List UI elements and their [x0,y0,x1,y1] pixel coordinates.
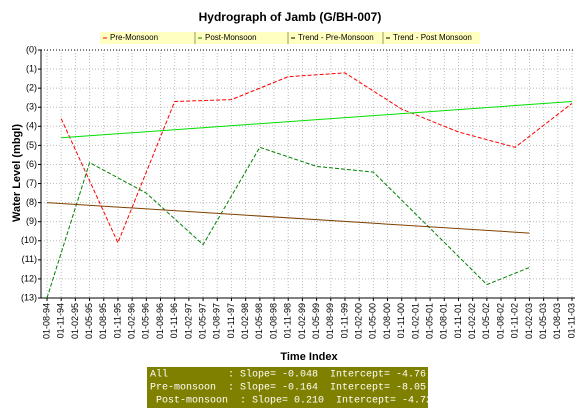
x-tick-label: 01-02-98 [240,303,250,339]
y-axis-title: Water Level (mbgl) [11,124,23,222]
x-tick-label: 01-11-99 [339,303,349,338]
series-line [46,202,530,234]
y-tick-label: (13) [21,292,37,302]
y-tick-label: (7) [26,178,37,188]
x-tick-label: 01-05-03 [538,303,548,339]
y-tick-label: (11) [22,254,37,264]
legend-label: Pre-Monsoon [110,33,158,42]
x-tick-label: 01-05-99 [311,303,321,339]
x-tick-label: 01-08-96 [155,303,165,339]
x-tick-label: 01-02-96 [127,303,137,339]
x-tick-label: 01-05-96 [141,303,151,339]
stats-line: Pre-monsoon : Slope= -0.164 Intercept= -… [150,382,426,394]
legend-box [383,32,480,44]
legend-label: Trend - Post Monsoon [393,33,472,42]
x-tick-label: 01-08-97 [212,303,222,339]
stats-line: All : Slope= -0.048 Intercept= -4.76 [150,369,426,381]
x-tick-label: 01-08-01 [439,303,449,339]
x-tick-label: 01-11-98 [283,303,293,338]
x-tick-label: 01-02-03 [524,303,534,339]
x-tick-label: 01-11-00 [396,303,406,338]
legend-box [100,32,195,44]
x-tick-label: 01-11-95 [112,303,122,338]
x-tick-label: 01-02-97 [183,303,193,339]
x-tick-label: 01-11-01 [453,303,463,338]
y-tick-label: (0) [26,44,37,54]
legend-label: Post-Monsoon [205,33,257,42]
x-tick-label: 01-08-94 [41,303,51,339]
series-line [61,101,573,139]
x-tick-label: 01-11-97 [226,303,236,338]
x-tick-label: 01-11-94 [56,303,66,338]
x-tick-label: 01-08-02 [495,303,505,339]
series-line [60,72,573,244]
y-tick-label: (2) [26,83,37,93]
x-tick-label: 01-02-95 [70,303,80,339]
x-tick-label: 01-11-02 [510,303,520,338]
series-line [46,146,530,299]
x-tick-label: 01-08-03 [552,303,562,339]
y-tick-label: (5) [26,140,37,150]
x-axis-title: Time Index [280,351,338,363]
y-tick-label: (9) [26,216,37,226]
y-tick-label: (10) [21,235,37,245]
x-tick-label: 01-08-95 [98,303,108,339]
x-tick-label: 01-02-99 [297,303,307,339]
y-tick-label: (8) [26,197,37,207]
stats-box [147,367,428,408]
legend-box [288,32,383,44]
x-tick-label: 01-11-03 [566,303,576,338]
x-tick-label: 01-05-02 [481,303,491,339]
legend-label: Trend - Pre-Monsoon [298,33,374,42]
x-tick-label: 01-08-99 [325,303,335,339]
x-tick-label: 01-02-00 [354,303,364,339]
x-tick-label: 01-08-00 [382,303,392,339]
legend-box [195,32,288,44]
x-tick-label: 01-05-95 [84,303,94,339]
y-tick-label: (1) [26,63,37,73]
chart-title: Hydrograph of Jamb (G/BH-007) [199,10,382,24]
x-tick-label: 01-05-01 [424,303,434,339]
y-tick-label: (3) [26,102,37,112]
stats-line: Post-monsoon : Slope= 0.210 Intercept= -… [150,395,432,407]
x-tick-label: 01-08-98 [268,303,278,339]
x-tick-label: 01-11-96 [169,303,179,338]
y-tick-label: (6) [26,159,37,169]
x-tick-label: 01-05-98 [254,303,264,339]
y-tick-label: (4) [26,121,37,131]
x-tick-label: 01-02-02 [467,303,477,339]
x-tick-label: 01-05-00 [368,303,378,339]
x-tick-label: 01-02-01 [410,303,420,339]
x-tick-label: 01-05-97 [197,303,207,339]
y-tick-label: (12) [21,273,37,283]
